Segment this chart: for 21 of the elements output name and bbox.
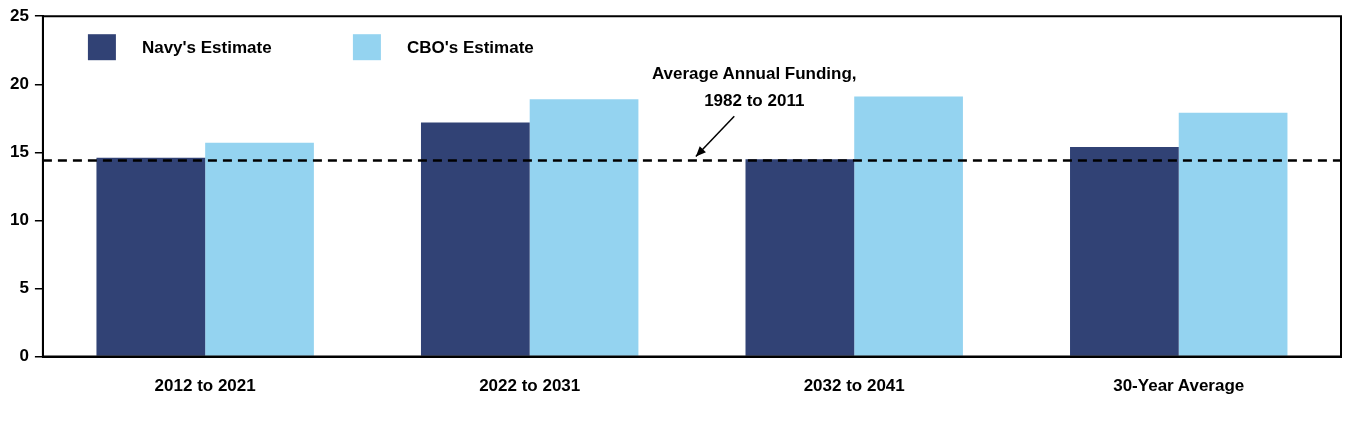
x-tick-label: 2032 to 2041 — [803, 376, 905, 396]
bar — [745, 159, 855, 356]
y-tick-label: 10 — [9, 210, 29, 230]
bar — [205, 142, 314, 356]
y-tick-label: 25 — [9, 5, 29, 25]
x-tick-label: 2022 to 2031 — [479, 376, 581, 396]
bar — [854, 96, 963, 356]
legend-label: Navy's Estimate — [141, 37, 272, 57]
y-tick-label: 20 — [9, 73, 29, 93]
y-tick-label: 15 — [9, 142, 29, 162]
x-tick-label: 30-Year Average — [1113, 376, 1245, 396]
y-tick-label: 0 — [19, 346, 29, 366]
x-tick-label: 2012 to 2021 — [154, 376, 256, 396]
bar — [96, 157, 206, 356]
ref-line-label: Average Annual Funding, 1982 to 2011 — [651, 63, 857, 110]
bar — [529, 99, 639, 356]
bar — [420, 122, 530, 356]
y-tick-label: 5 — [19, 278, 29, 298]
bar — [1070, 146, 1179, 356]
bar — [1178, 112, 1288, 356]
legend-label: CBO's Estimate — [406, 37, 534, 57]
